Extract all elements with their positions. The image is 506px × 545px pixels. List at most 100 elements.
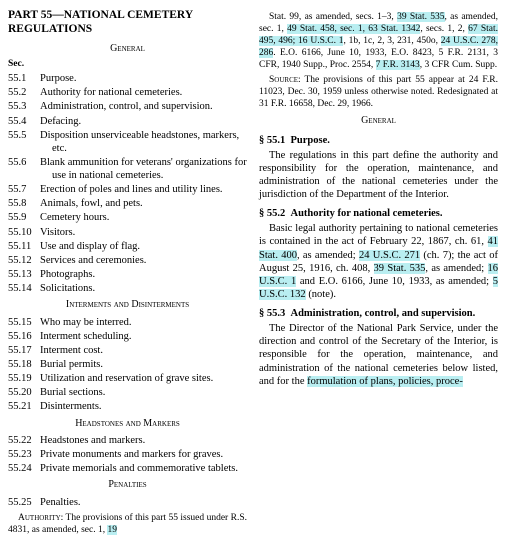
toc-title: Use and display of flag. [40,240,247,253]
p552-m3: , as amended; [425,263,487,274]
toc-title: Authority for national cemeteries. [40,86,247,99]
toc-row: 55.23Private monuments and markers for g… [8,448,247,461]
section-553-title: Administration, control, and supervision… [291,308,476,319]
toc-num: 55.21 [8,400,40,413]
toc-title: Interment cost. [40,344,247,357]
toc-num: 55.1 [8,72,40,85]
toc-row: 55.9Cemetery hours. [8,211,247,224]
toc-title: Burial sections. [40,386,247,399]
toc-row: 55.21Disinterments. [8,400,247,413]
toc-num: 55.11 [8,240,40,253]
toc-row: 55.17Interment cost. [8,344,247,357]
stat-hl1: 39 Stat. 535 [397,12,444,22]
authority-trail: 19 [107,525,117,535]
toc-title: Headstones and markers. [40,434,247,447]
part-title: PART 55—NATIONAL CEMETERY REGULATIONS [8,8,247,37]
section-551-title: Purpose. [291,135,330,146]
toc-num: 55.4 [8,115,40,128]
toc-penalties: 55.25Penalties. [8,496,247,509]
toc-row: 55.6Blank ammunition for veterans' organ… [8,156,247,182]
section-551-paragraph: The regulations in this part define the … [259,149,498,202]
toc-title: Administration, control, and supervision… [40,100,247,113]
toc-num: 55.13 [8,268,40,281]
authority-label: Authority: [18,513,63,523]
stat-m5: , 3 CFR Cum. Supp. [420,60,497,70]
toc-title: Services and ceremonies. [40,254,247,267]
toc-num: 55.9 [8,211,40,224]
sec-label: Sec. [8,59,247,71]
toc-title: Penalties. [40,496,247,509]
toc-num: 55.15 [8,316,40,329]
toc-row: 55.2Authority for national cemeteries. [8,86,247,99]
toc-row: 55.4Defacing. [8,115,247,128]
toc-interments: 55.15Who may be interred.55.16Interment … [8,316,247,414]
section-552-title: Authority for national cemeteries. [291,208,443,219]
toc-num: 55.22 [8,434,40,447]
toc-num: 55.17 [8,344,40,357]
toc-num: 55.10 [8,226,40,239]
toc-row: 55.19Utilization and reservation of grav… [8,372,247,385]
stat-hl5: 7 F.R. 3143 [376,60,420,70]
penalties-header: Penalties [8,479,247,492]
toc-row: 55.13Photographs. [8,268,247,281]
toc-num: 55.8 [8,197,40,210]
toc-row: 55.15Who may be interred. [8,316,247,329]
toc-num: 55.18 [8,358,40,371]
toc-row: 55.22Headstones and markers. [8,434,247,447]
toc-title: Purpose. [40,72,247,85]
toc-num: 55.7 [8,183,40,196]
toc-num: 55.5 [8,129,40,142]
toc-title: Who may be interred. [40,316,247,329]
source-paragraph: Source: The provisions of this part 55 a… [259,75,498,111]
toc-title: Erection of poles and lines and utility … [40,183,247,196]
stat-prefix: Stat. 99, as amended, secs. 1–3, [269,12,397,22]
toc-num: 55.24 [8,462,40,475]
p552-pre: Basic legal authority pertaining to nati… [259,223,498,247]
toc-title: Burial permits. [40,358,247,371]
section-552-heading: § 55.2 Authority for national cemeteries… [259,207,498,220]
stat-m3: , 1b, 1c, 2, 3, 231, 450o, [343,36,440,46]
toc-row: 55.8Animals, fowl, and pets. [8,197,247,210]
toc-num: 55.14 [8,282,40,295]
toc-num: 55.12 [8,254,40,267]
toc-title: Solicitations. [40,282,247,295]
section-551-num: § 55.1 [259,135,285,146]
toc-title: Blank ammunition for veterans' organizat… [40,156,247,182]
toc-row: 55.18Burial permits. [8,358,247,371]
toc-title: Disinterments. [40,400,247,413]
toc-num: 55.20 [8,386,40,399]
authority-paragraph: Authority: The provisions of this part 5… [8,513,247,537]
toc-row: 55.10Visitors. [8,226,247,239]
toc-title: Interment scheduling. [40,330,247,343]
toc-row: 55.14Solicitations. [8,282,247,295]
toc-row: 55.25Penalties. [8,496,247,509]
section-551-heading: § 55.1 Purpose. [259,134,498,147]
toc-num: 55.16 [8,330,40,343]
p552-hl3: 39 Stat. 535 [374,263,426,274]
p552-m4: and E.O. 6166, June 10, 1933, as amended… [296,276,493,287]
stat-hl2: 49 Stat. 458, sec. 1, 63 Stat. 1342 [287,24,420,34]
toc-num: 55.6 [8,156,40,169]
p552-m5: (note). [306,289,336,300]
toc-num: 55.3 [8,100,40,113]
toc-row: 55.24Private memorials and commemorative… [8,462,247,475]
general-header-right: General [259,115,498,128]
toc-row: 55.5Disposition unserviceable headstones… [8,129,247,155]
toc-row: 55.3Administration, control, and supervi… [8,100,247,113]
p552-hl2: 24 U.S.C. 271 [359,250,420,261]
stat-m2: , secs. 1, 2, [420,24,468,34]
general-header: General [8,43,247,56]
right-column: Stat. 99, as amended, secs. 1–3, 39 Stat… [259,8,498,537]
p553-hl: formulation of plans, policies, proce- [307,376,463,387]
p552-m1: , as amended; [297,250,359,261]
toc-title: Animals, fowl, and pets. [40,197,247,210]
toc-row: 55.20Burial sections. [8,386,247,399]
interments-header: Interments and Disinterments [8,299,247,312]
toc-num: 55.19 [8,372,40,385]
source-label: Source: [269,75,301,85]
section-552-paragraph: Basic legal authority pertaining to nati… [259,222,498,301]
toc-num: 55.2 [8,86,40,99]
toc-general: 55.1Purpose.55.2Authority for national c… [8,72,247,295]
section-553-heading: § 55.3 Administration, control, and supe… [259,307,498,320]
toc-num: 55.25 [8,496,40,509]
